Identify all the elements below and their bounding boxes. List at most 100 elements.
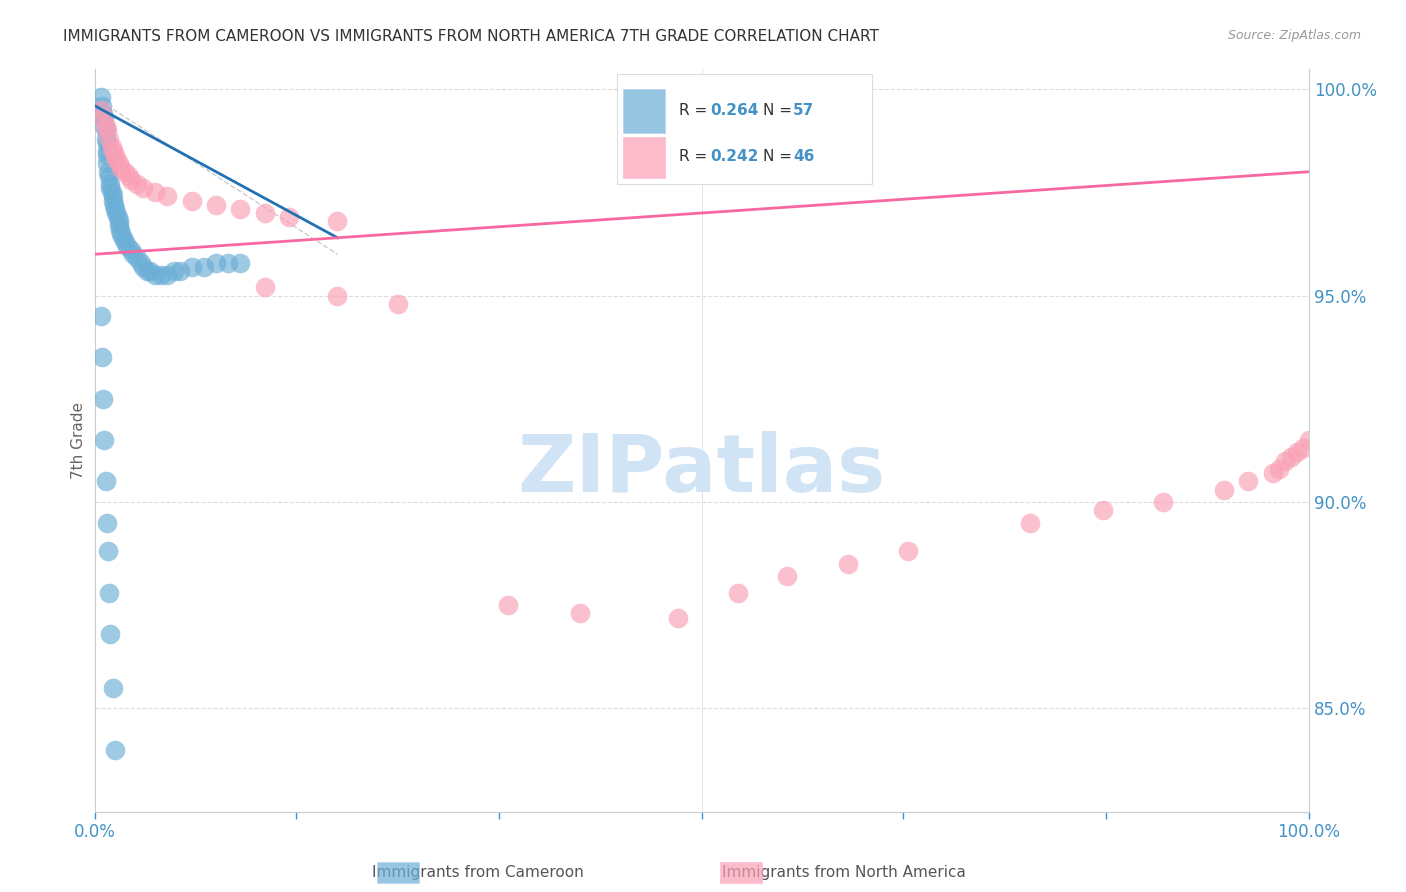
FancyBboxPatch shape [623,88,665,133]
Point [150,268,173,282]
Point [156,268,179,282]
Text: IMMIGRANTS FROM CAMEROON VS IMMIGRANTS FROM NORTH AMERICA 7TH GRADE CORRELATION : IMMIGRANTS FROM CAMEROON VS IMMIGRANTS F… [63,29,879,44]
Point [96,123,118,137]
Point [837,557,859,571]
Point [205,198,228,212]
Point [666,610,689,624]
Point [120,173,142,187]
Point [229,255,252,269]
Point [110,161,132,175]
Point [96,136,118,150]
Point [1292,442,1315,456]
Point [120,243,142,257]
Point [1237,475,1260,489]
Point [169,264,191,278]
Point [94,131,117,145]
Point [104,148,127,162]
Point [1298,433,1320,447]
Point [117,169,139,183]
FancyBboxPatch shape [617,74,872,184]
Point [117,239,139,253]
Point [156,189,179,203]
Point [1274,453,1296,467]
Point [98,131,121,145]
Point [94,120,117,134]
Point [90,90,112,104]
Point [1267,462,1289,476]
Point [132,181,155,195]
Text: Immigrants from North America: Immigrants from North America [721,865,966,880]
Point [193,260,215,274]
Point [96,516,118,530]
Y-axis label: 7th Grade: 7th Grade [72,401,86,478]
Point [90,351,112,365]
Point [326,288,349,302]
Point [91,107,114,121]
Text: ZIPatlas: ZIPatlas [517,431,886,508]
Point [205,255,228,269]
Point [97,544,120,558]
Point [229,202,252,216]
Text: N =: N = [762,103,796,118]
Point [90,103,112,117]
Point [107,210,129,224]
Point [103,198,125,212]
Text: R =: R = [679,103,711,118]
Point [496,598,519,612]
Point [132,260,155,274]
Point [143,186,166,200]
Point [105,153,128,167]
Point [135,264,157,278]
Point [180,260,202,274]
Point [108,222,131,236]
Text: Immigrants from Cameroon: Immigrants from Cameroon [373,865,583,880]
Point [98,177,121,191]
Point [101,189,124,203]
Point [277,210,299,224]
Point [90,98,112,112]
Point [98,627,121,641]
Point [1018,516,1040,530]
Point [114,235,136,249]
Text: 46: 46 [793,150,814,164]
Point [98,169,121,183]
Text: 0.264: 0.264 [710,103,759,118]
Text: R =: R = [679,150,711,164]
Point [101,194,124,208]
Point [105,206,128,220]
Point [91,392,114,406]
Text: 0.242: 0.242 [710,150,759,164]
Point [1213,483,1236,497]
Point [143,268,166,282]
Point [96,144,118,158]
Point [1279,450,1302,464]
Point [93,111,115,125]
Point [104,742,127,756]
FancyBboxPatch shape [623,136,665,178]
Text: Source: ZipAtlas.com: Source: ZipAtlas.com [1227,29,1361,42]
Point [108,214,131,228]
Point [1152,495,1174,509]
Point [110,227,132,241]
Point [108,219,131,233]
Point [93,120,115,134]
Point [253,206,276,220]
Point [326,214,349,228]
Point [897,544,920,558]
Point [569,607,592,621]
Point [253,280,276,294]
Point [101,681,124,695]
Point [90,309,112,323]
Point [387,297,409,311]
Point [98,586,121,600]
Point [96,156,118,170]
Point [97,165,120,179]
Point [114,165,136,179]
Point [91,111,114,125]
Point [93,433,115,447]
Point [98,181,121,195]
Text: 57: 57 [793,103,814,118]
Point [1261,466,1284,480]
Point [125,252,148,266]
Point [96,148,118,162]
